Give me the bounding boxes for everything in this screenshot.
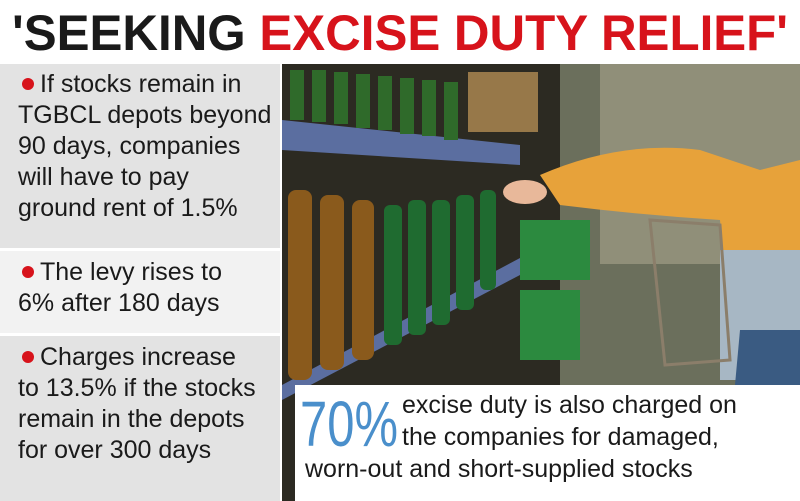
point-text: ground rent of 1.5% [18,194,238,222]
callout-figure: 70% [300,388,398,460]
point-box [0,251,280,333]
bullet [22,78,34,90]
callout-text: excise duty is also charged on [402,391,737,419]
title-black: 'SEEKING [12,5,246,61]
bullet [22,266,34,278]
callout-text: the companies for damaged, [402,423,719,451]
point-text: TGBCL depots beyond [18,101,271,129]
point-text: remain in the depots [18,405,245,433]
callout-box [295,385,800,501]
point-text: will have to pay [17,163,189,191]
point-box [0,64,280,248]
point-text: Charges increase [40,343,236,371]
callout-text: worn-out and short-supplied stocks [304,455,693,483]
point-text: for over 300 days [18,436,211,464]
point-text: The levy rises to [40,258,222,286]
title-red: EXCISE DUTY RELIEF' [259,5,788,61]
point-text: If stocks remain in [40,70,241,98]
point-text: 90 days, companies [18,132,240,160]
point-text: to 13.5% if the stocks [18,374,256,402]
bullet [22,351,34,363]
point-box [0,336,280,501]
title: 'SEEKING EXCISE DUTY RELIEF' [12,5,788,61]
point-text: 6% after 180 days [18,289,220,317]
